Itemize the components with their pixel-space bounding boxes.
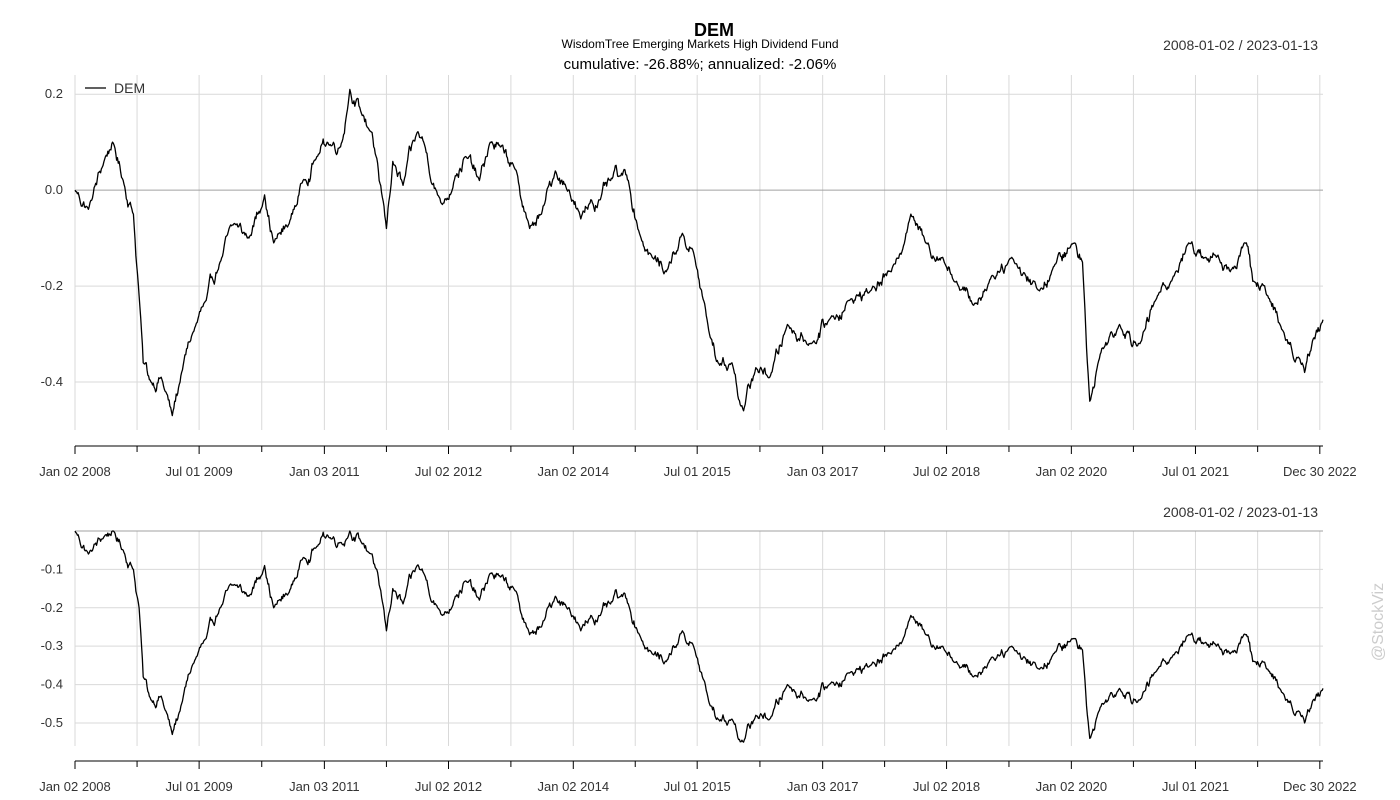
y-tick-label: 0.0 (45, 182, 63, 197)
x-tick-label: Jul 01 2021 (1162, 779, 1229, 794)
x-tick-label: Jan 02 2014 (538, 464, 610, 479)
x-tick-label: Jan 03 2011 (289, 779, 360, 794)
cumulative-returns-panel: 0.2 0.0 -0.2 -0.4 Jan 02 2008 Jul 01 2009 Jan … (39, 37, 1356, 479)
y-tick-label: -0.2 (41, 600, 63, 615)
series-line-drawdown (74, 530, 1324, 743)
x-tick-label: Jul 01 2015 (664, 464, 731, 479)
series-line-dem (74, 88, 1324, 417)
x-tick-label: Jan 03 2017 (787, 779, 859, 794)
x-tick-label: Jan 02 2008 (39, 779, 111, 794)
chart-subtitle: WisdomTree Emerging Markets High Dividen… (562, 37, 839, 51)
drawdown-panel: -0.1 -0.2 -0.3 -0.4 -0.5 Jan 02 2008 Jul 01 20… (39, 504, 1356, 794)
x-tick-label: Dec 30 2022 (1283, 464, 1357, 479)
x-tick-label: Jul 02 2018 (913, 464, 980, 479)
x-tick-label: Jul 01 2015 (664, 779, 731, 794)
y-tick-label: -0.3 (41, 638, 63, 653)
x-tick-label: Jan 02 2008 (39, 464, 111, 479)
y-tick-label: -0.2 (41, 278, 63, 293)
chart-title: DEM (694, 20, 734, 40)
chart-stats: cumulative: -26.88%; annualized: -2.06% (564, 56, 837, 73)
x-tick-label: Jan 02 2020 (1036, 464, 1108, 479)
x-tick-label: Jul 02 2018 (913, 779, 980, 794)
x-tick-label: Jul 01 2009 (166, 779, 233, 794)
x-tick-label: Jul 01 2009 (166, 464, 233, 479)
date-range-label: 2008-01-02 / 2023-01-13 (1163, 37, 1318, 53)
x-tick-label: Jul 02 2012 (415, 779, 482, 794)
x-tick-label: Jan 03 2017 (787, 464, 859, 479)
date-range-label: 2008-01-02 / 2023-01-13 (1163, 504, 1318, 520)
y-tick-label: 0.2 (45, 86, 63, 101)
y-tick-label: -0.4 (41, 374, 63, 389)
watermark: @StockViz (1370, 583, 1387, 661)
x-tick-label: Jan 02 2014 (538, 779, 610, 794)
legend-label: DEM (114, 80, 145, 96)
x-tick-label: Dec 30 2022 (1283, 779, 1357, 794)
x-tick-label: Jan 03 2011 (289, 464, 360, 479)
y-tick-label: -0.4 (41, 677, 63, 692)
x-tick-label: Jan 02 2020 (1036, 779, 1108, 794)
y-tick-label: -0.5 (41, 715, 63, 730)
x-tick-label: Jul 02 2012 (415, 464, 482, 479)
y-tick-label: -0.1 (41, 561, 63, 576)
x-tick-label: Jul 01 2021 (1162, 464, 1229, 479)
